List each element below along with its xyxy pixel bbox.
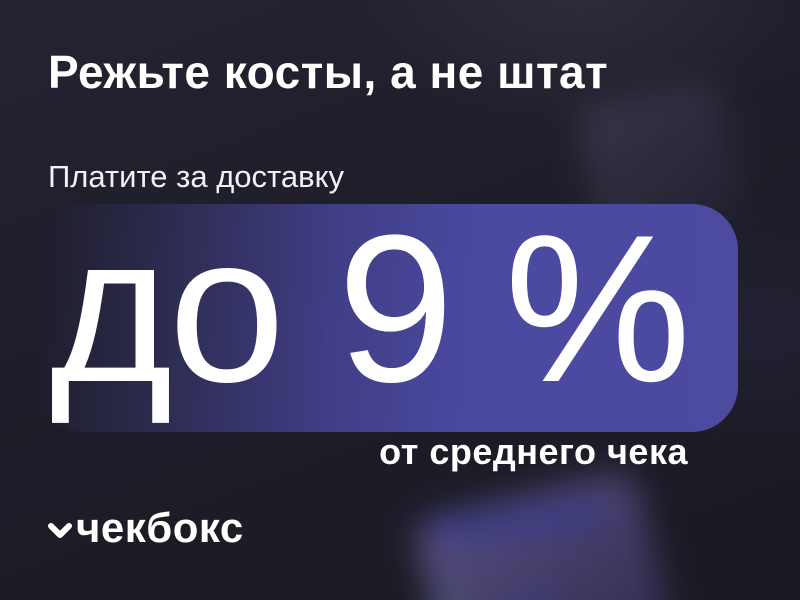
offer-value: 9 % <box>337 190 691 426</box>
checkmark-icon <box>48 523 72 538</box>
offer-prefix: до <box>50 190 285 426</box>
cube-teal-glow-decoration <box>435 591 466 600</box>
logo-text: чекбокс <box>76 504 244 551</box>
checkbox-logo: чекбокс <box>47 503 244 553</box>
offer-panel: до 9 % <box>38 190 738 432</box>
offer-line: до 9 % <box>50 190 691 426</box>
banner-title: Режьте косты, а не штат <box>48 46 609 98</box>
banner-subtitle: Платите за доставку <box>48 159 345 194</box>
blurred-cube-icon <box>410 467 680 600</box>
offer-note: от среднего чека <box>379 431 688 472</box>
cube-stripe-decoration <box>432 503 605 542</box>
cube-checkmark-icon <box>497 590 551 600</box>
